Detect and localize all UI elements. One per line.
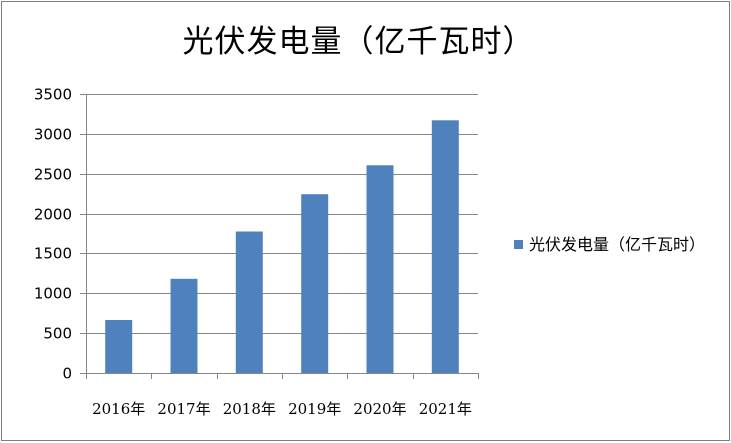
y-tick-label: 2000 (34, 206, 72, 224)
bar (431, 120, 459, 373)
legend-swatch (514, 240, 523, 249)
y-tick-label: 2500 (34, 166, 72, 184)
bar (170, 278, 198, 373)
y-tick-label: 500 (43, 325, 72, 343)
bars (105, 120, 459, 373)
legend: 光伏发电量（亿千瓦时） (514, 233, 714, 256)
x-tick-label: 2019年 (288, 400, 341, 418)
x-tick-label: 2020年 (353, 400, 406, 418)
bar (235, 231, 263, 373)
axes (80, 94, 479, 379)
y-tick-label: 1000 (34, 285, 72, 303)
bar (105, 320, 133, 373)
y-tick-label: 3000 (34, 126, 72, 144)
x-tick-label: 2018年 (223, 400, 276, 418)
legend-label: 光伏发电量（亿千瓦时） (529, 235, 706, 254)
y-tick-label: 1500 (34, 245, 72, 263)
bar (366, 165, 394, 373)
chart-title: 光伏发电量（亿千瓦时） (182, 24, 535, 60)
axis-labels: 0 500 1000 1500 2000 2500 3000 3500 2016年 2017年 20… (34, 86, 472, 419)
x-tick-label: 2017年 (157, 400, 210, 418)
gridlines (86, 94, 478, 334)
y-tick-label: 3500 (34, 86, 72, 104)
y-tick-label: 0 (62, 365, 72, 383)
x-tick-label: 2021年 (419, 400, 472, 418)
bar (301, 194, 329, 373)
x-tick-label: 2016年 (92, 400, 145, 418)
